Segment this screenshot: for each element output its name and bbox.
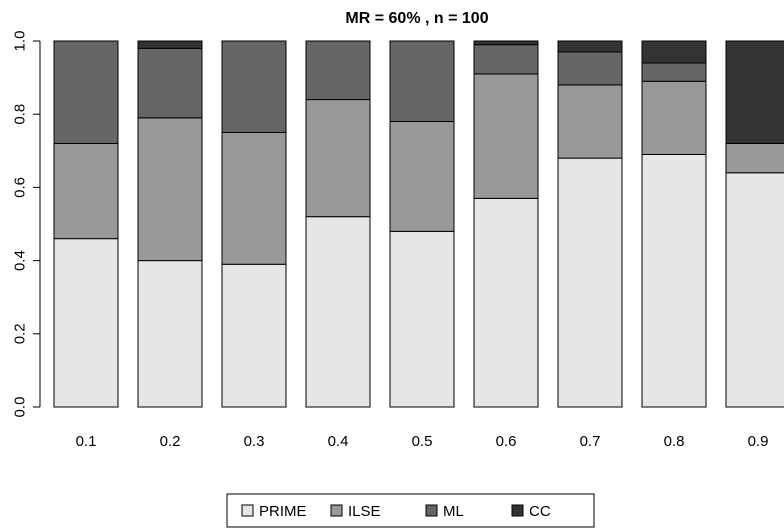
bar-segment-prime <box>305 216 371 408</box>
bar-segment-ml <box>305 40 371 101</box>
chart-title: MR = 60% , n = 100 <box>345 10 488 27</box>
bar-segment-cc <box>725 40 784 144</box>
bar-segment-prime <box>389 230 455 408</box>
bar-group <box>557 40 623 408</box>
bar-segment-ml <box>221 40 287 133</box>
bar-segment-prime <box>53 238 119 408</box>
bar-segment-prime <box>221 263 287 408</box>
x-tick-label: 0.4 <box>328 433 349 450</box>
bar-group <box>725 40 784 408</box>
bar-segment-ilse <box>305 99 371 218</box>
bar-segment-ilse <box>473 73 539 199</box>
bar-group <box>641 40 707 408</box>
bar-segment-ilse <box>725 142 784 174</box>
bar-segment-cc <box>641 40 707 64</box>
x-axis-tick-labels: 0.1 0.2 0.3 0.4 0.5 0.6 0.7 0.8 0.9 <box>76 433 769 450</box>
bar-segment-prime <box>473 197 539 408</box>
bar-segment-ml <box>473 44 539 75</box>
y-tick-label: 0.4 <box>12 250 29 271</box>
bar-segment-ml <box>53 40 119 144</box>
bar-segment-prime <box>557 157 623 408</box>
bar-segment-ml <box>641 62 707 82</box>
bar-segment-ilse <box>641 80 707 155</box>
legend-label-ilse: ILSE <box>348 503 381 520</box>
bar-segment-ml <box>389 40 455 123</box>
bar-segment-prime <box>641 153 707 408</box>
x-tick-label: 0.8 <box>664 433 685 450</box>
x-tick-label: 0.6 <box>496 433 517 450</box>
y-tick-label: 0.0 <box>12 397 29 418</box>
x-tick-label: 0.3 <box>244 433 265 450</box>
y-tick-label: 0.8 <box>12 104 29 125</box>
bar-segment-cc <box>473 40 539 46</box>
bar-segment-cc <box>137 40 203 49</box>
bar-segment-ml <box>557 51 623 86</box>
x-tick-label: 0.9 <box>748 433 769 450</box>
y-tick-label: 0.6 <box>12 177 29 198</box>
legend-label-ml: ML <box>443 503 464 520</box>
x-tick-label: 0.2 <box>160 433 181 450</box>
x-tick-label: 0.1 <box>76 433 97 450</box>
y-axis: 0.0 0.2 0.4 0.6 0.8 1.0 <box>12 31 41 418</box>
legend-box <box>226 493 595 528</box>
legend-swatch-ilse <box>330 504 343 517</box>
bar-segment-ilse <box>137 117 203 262</box>
bar-segment-ml <box>137 47 203 119</box>
legend: PRIME ILSE ML CC <box>226 493 595 528</box>
y-tick-label: 0.2 <box>12 323 29 344</box>
bar-segment-prime <box>137 260 203 408</box>
bar-segment-ilse <box>221 132 287 265</box>
bar-segment-cc <box>557 40 623 53</box>
bar-group <box>53 40 119 408</box>
legend-label-prime: PRIME <box>259 503 307 520</box>
bars <box>53 40 784 408</box>
bar-segment-prime <box>725 172 784 408</box>
bar-group <box>221 40 287 408</box>
legend-swatch-cc <box>511 504 524 517</box>
x-tick-label: 0.5 <box>412 433 433 450</box>
bar-group <box>389 40 455 408</box>
legend-swatch-ml <box>425 504 438 517</box>
legend-swatch-prime <box>241 504 254 517</box>
legend-label-cc: CC <box>529 503 551 520</box>
bar-group <box>305 40 371 408</box>
y-tick-label: 1.0 <box>12 31 29 52</box>
bar-group <box>137 40 203 408</box>
x-tick-label: 0.7 <box>580 433 601 450</box>
bar-segment-ilse <box>389 121 455 232</box>
bar-group <box>473 40 539 408</box>
bar-segment-ilse <box>53 142 119 240</box>
bar-segment-ilse <box>557 84 623 159</box>
